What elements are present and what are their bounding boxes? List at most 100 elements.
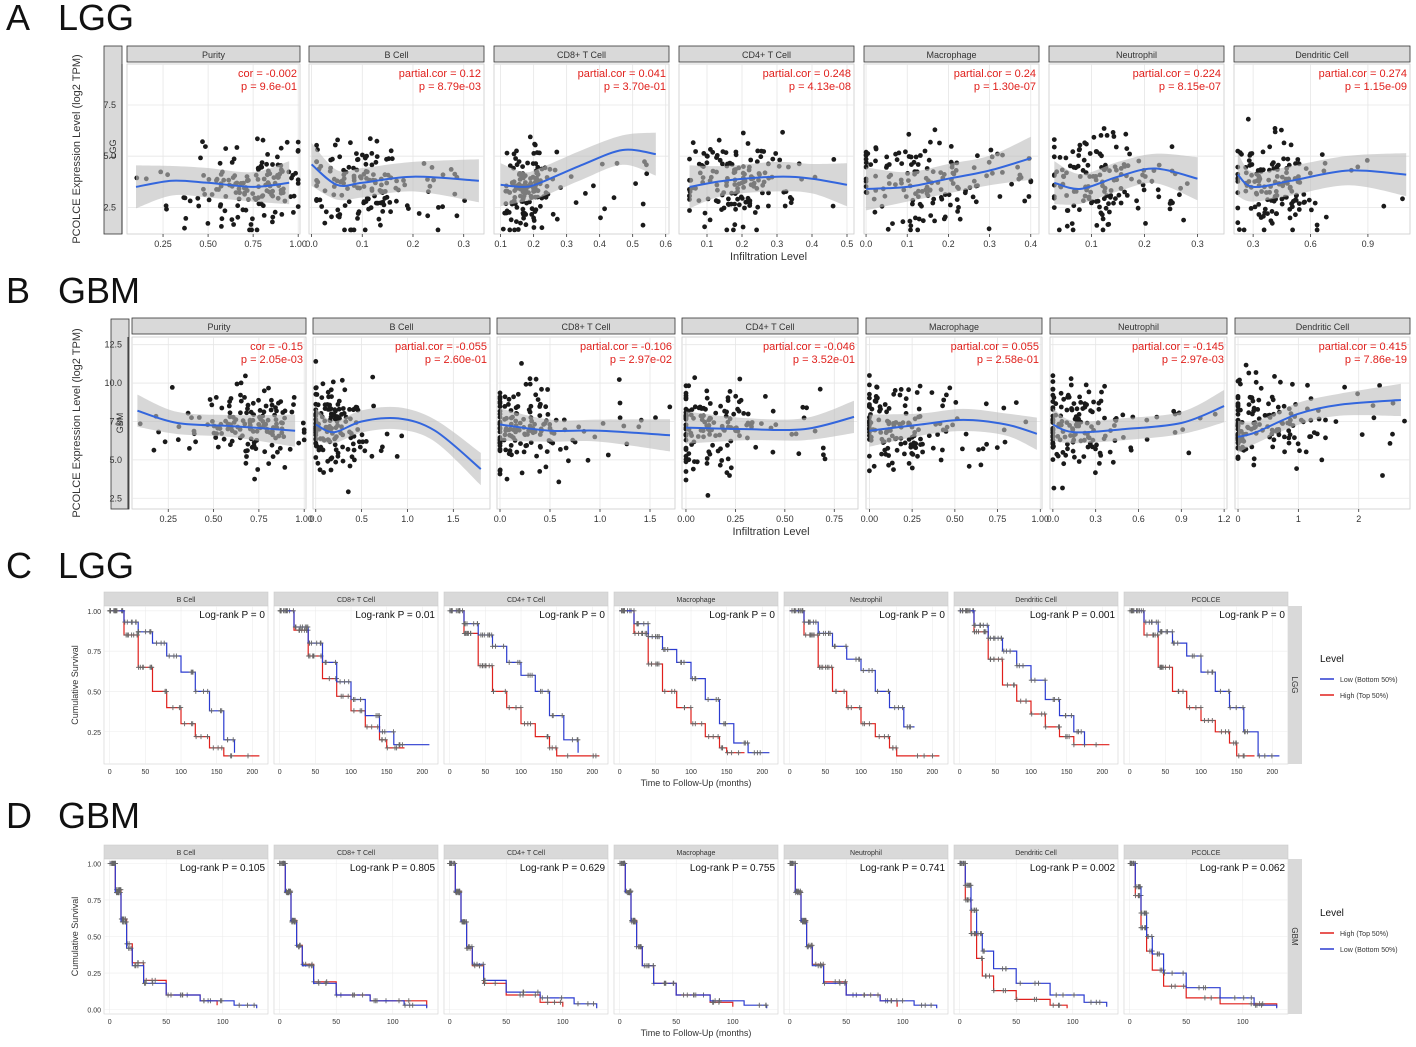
data-point (938, 457, 944, 463)
data-point (1116, 192, 1122, 198)
data-point (384, 194, 390, 200)
p-value-label: p = 3.70e-01 (604, 81, 666, 93)
data-point (1400, 196, 1405, 202)
facet-strip-label: Dendritic Cell (1015, 597, 1057, 604)
censor-mark (1187, 705, 1193, 711)
censor-mark (1053, 992, 1059, 998)
data-point (295, 204, 301, 210)
data-point (274, 408, 279, 414)
censor-mark (1242, 729, 1248, 735)
data-point (867, 391, 872, 397)
data-point (1288, 142, 1294, 148)
data-point (238, 410, 243, 416)
censor-mark (868, 992, 874, 998)
data-point (741, 411, 747, 416)
x-tick-label: 0.5 (544, 514, 557, 524)
data-point (313, 359, 319, 364)
data-point (529, 212, 535, 217)
censor-mark (713, 697, 719, 702)
data-point (733, 393, 739, 399)
censor-mark (517, 992, 523, 998)
data-point (360, 152, 365, 158)
data-point (928, 139, 933, 145)
data-point (906, 461, 912, 466)
data-point (207, 397, 213, 402)
data-point (162, 439, 168, 445)
data-point (690, 140, 696, 146)
data-point (902, 440, 908, 446)
data-point (335, 453, 341, 459)
data-point (1124, 193, 1130, 198)
censor-mark (449, 608, 455, 614)
p-value-label: p = 2.97e-02 (610, 354, 672, 366)
x-tick-label: 200 (586, 769, 598, 776)
facet-dendritic-cell: Dendritic Cell 0 50 100 Log-rank P = 0.002 (953, 844, 1119, 1026)
data-point (944, 392, 949, 398)
data-point (755, 148, 761, 154)
data-point (1252, 204, 1258, 210)
censor-mark (471, 621, 477, 627)
data-point (915, 227, 921, 233)
data-point (752, 210, 758, 215)
data-point (1135, 205, 1141, 211)
x-tick-label: 0.6 (659, 239, 672, 249)
censor-mark (457, 890, 463, 896)
censor-mark (1060, 992, 1066, 998)
censor-mark (465, 630, 471, 636)
x-tick-label: 0.00 (861, 514, 879, 524)
censor-mark (1202, 718, 1207, 723)
data-point (238, 380, 244, 386)
data-point (879, 451, 884, 457)
censor-mark (1129, 608, 1134, 614)
x-tick-label: 100 (1195, 769, 1207, 776)
x-tick-label: 1.5 (447, 514, 460, 524)
x-tick-label: 0 (958, 769, 962, 776)
x-tick-label: 0 (958, 1019, 962, 1026)
data-point (183, 216, 189, 221)
censor-mark (645, 634, 651, 640)
censor-mark (452, 860, 458, 866)
panel-title: LGG (58, 545, 134, 586)
data-point (720, 149, 726, 155)
x-tick-label: 200 (1096, 769, 1108, 776)
censor-mark (1198, 705, 1204, 711)
censor-mark (826, 630, 832, 636)
data-point (514, 162, 520, 168)
data-point (863, 160, 869, 166)
censor-mark (1227, 705, 1233, 711)
censor-mark (930, 753, 935, 759)
censor-mark (991, 988, 997, 994)
p-value-label: p = 7.86e-19 (1345, 354, 1407, 366)
data-point (867, 382, 872, 388)
data-point (1155, 187, 1161, 193)
data-point (1287, 215, 1293, 221)
data-point (538, 203, 543, 209)
data-point (313, 455, 319, 460)
x-tick-label: 0 (278, 1019, 282, 1026)
data-point (970, 194, 976, 200)
censor-mark (535, 989, 541, 995)
data-point (1078, 400, 1084, 405)
data-point (255, 467, 261, 472)
censor-mark (1256, 753, 1262, 759)
x-tick-label: 50 (1161, 769, 1169, 776)
data-point (315, 460, 321, 466)
data-point (357, 444, 363, 450)
facet-strip-label: CD4+ T Cell (746, 322, 795, 332)
facet-cd4-t-cell: CD4+ T Cell 0 50 100 Log-rank P = 0.629 (443, 844, 609, 1026)
data-point (187, 198, 193, 204)
censor-mark (1156, 951, 1162, 957)
data-point (1272, 129, 1278, 135)
data-point (1101, 126, 1107, 131)
data-point (507, 163, 513, 169)
data-point (1290, 381, 1295, 387)
correlation-label: partial.cor = 0.24 (954, 68, 1036, 80)
logrank-p-label: Log-rank P = 0.01 (355, 610, 435, 621)
censor-mark (1056, 724, 1061, 730)
confidence-band (869, 408, 1037, 450)
y-tick-label: 7.5 (109, 416, 122, 426)
censor-mark (299, 624, 305, 630)
y-axis-label: PCOLCE Expression Level (log2 TPM) (71, 54, 83, 243)
logrank-p-label: Log-rank P = 0 (709, 610, 775, 621)
data-point (766, 203, 771, 209)
